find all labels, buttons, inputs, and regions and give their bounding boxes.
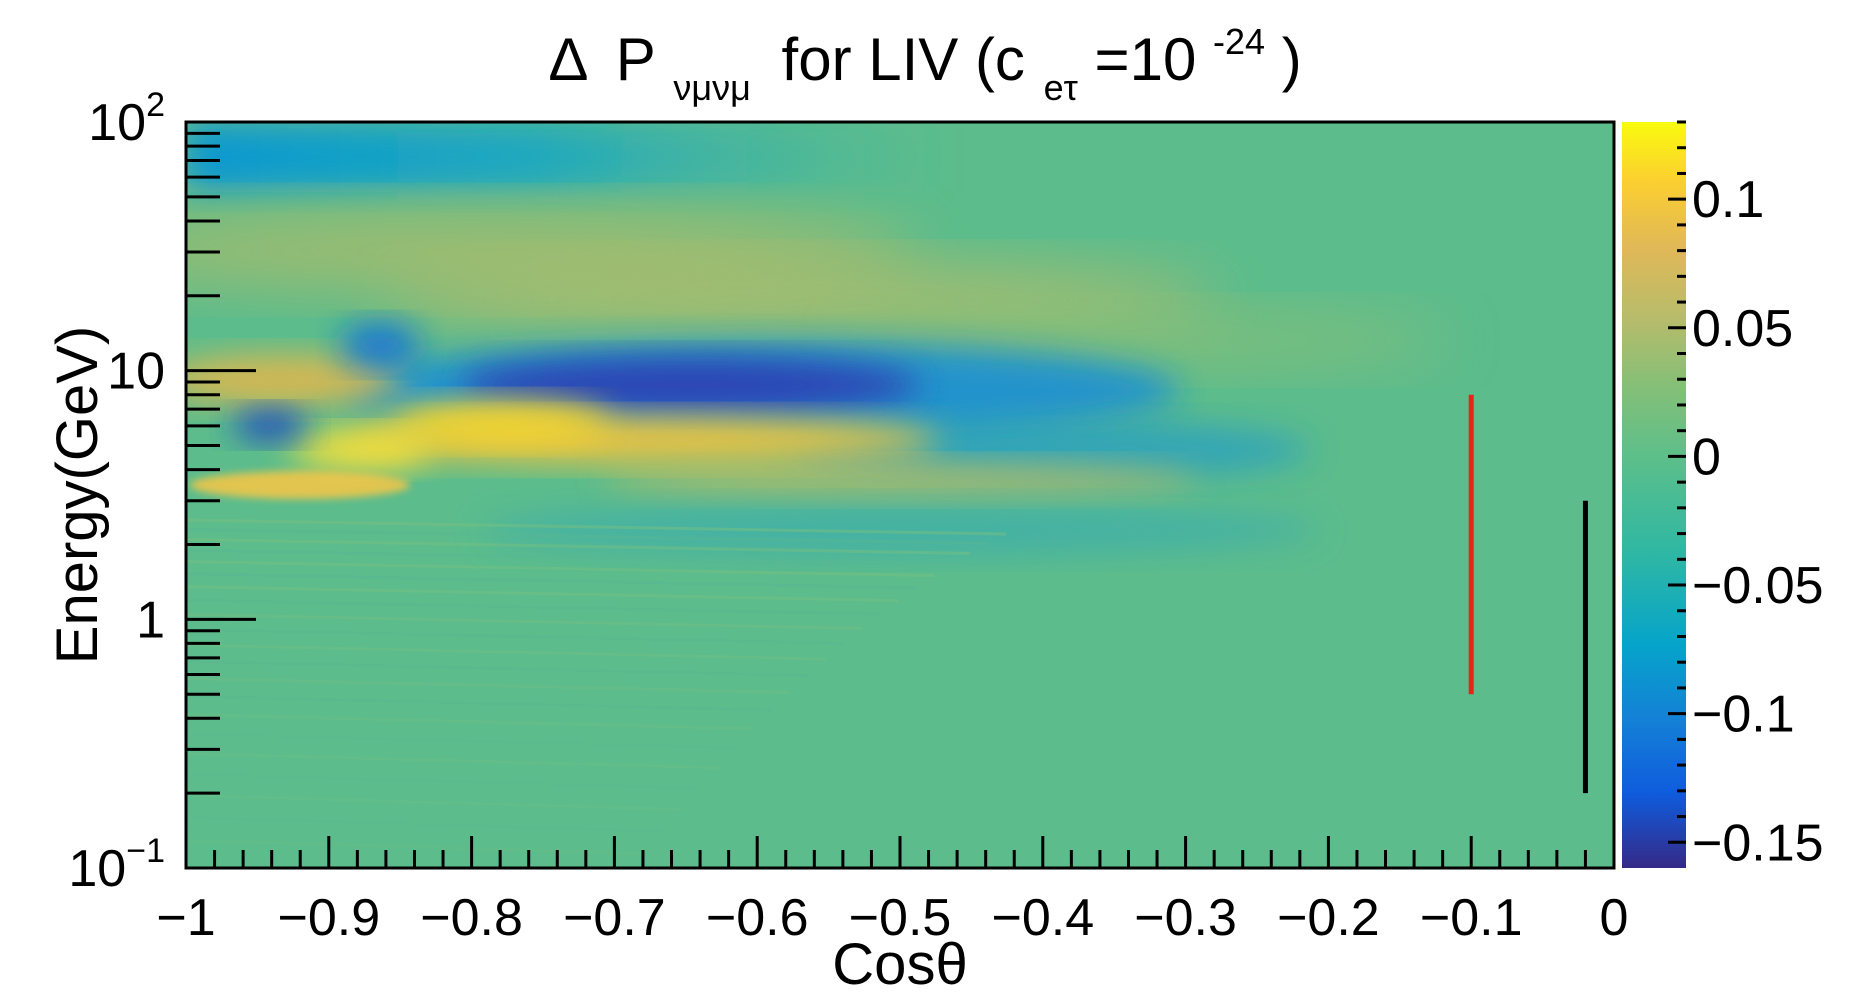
x-tick-label: −0.1 (1420, 889, 1523, 947)
oscillation-stripe (186, 527, 989, 545)
oscillation-stripes (186, 518, 1007, 856)
y-tick-base: 10 (88, 94, 146, 152)
colorbar-tick-label: 0.05 (1692, 300, 1793, 358)
oscillation-stripe (186, 752, 719, 770)
colorbar-tick-label: 0.1 (1692, 171, 1764, 229)
x-tick-label: −0.7 (563, 889, 666, 947)
y-tick-label: 10−1 (68, 832, 165, 898)
colorbar-ticks (1668, 120, 1686, 844)
oscillation-stripe (186, 612, 863, 630)
y-axis-title: Energy(GeV) (45, 326, 110, 664)
y-tick-label: 10 (107, 343, 165, 401)
title-for-liv: for LIV (c (782, 26, 1025, 93)
oscillation-stripe (186, 772, 701, 790)
title-exponent: -24 (1213, 21, 1265, 62)
y-tick-exponent: 2 (146, 86, 165, 124)
title-c-subscript: eτ (1044, 67, 1078, 108)
marker-lines (1468, 394, 1588, 794)
colorbar-tick-label: −0.15 (1692, 814, 1824, 872)
y-axis-ticks (186, 120, 256, 870)
y-tick-exponent: −1 (126, 832, 165, 870)
y-tick-base: 10 (107, 343, 165, 401)
y-tick-label: 1 (136, 591, 165, 649)
oscillation-stripe (186, 548, 953, 566)
oscillation-stripe (186, 815, 665, 833)
oscillation-stripe (186, 598, 881, 616)
x-tick-label: −0.2 (1277, 889, 1380, 947)
x-tick-label: −0.5 (849, 889, 952, 947)
colorbar (1622, 122, 1686, 868)
x-axis-ticks (184, 836, 1616, 868)
oscillation-stripe (186, 643, 827, 661)
title-delta: Δ (548, 26, 587, 93)
x-tick-label: −0.8 (420, 889, 523, 947)
oscillation-stripe (186, 793, 683, 811)
colorbar-tick-labels: 0.1 0.05 0 −0.05 −0.1 −0.15 (1692, 171, 1824, 872)
x-tick-label: −1 (156, 889, 215, 947)
y-tick-label: 102 (88, 86, 165, 152)
oscillation-stripe (186, 732, 737, 750)
oscillation-stripe (186, 676, 791, 694)
x-tick-label: 0 (1600, 889, 1629, 947)
oscillation-stripe (186, 627, 845, 645)
oscillation-stripe (186, 585, 899, 603)
oscillation-stripe (186, 518, 1007, 536)
x-tick-label: −0.4 (991, 889, 1094, 947)
x-axis-tick-labels: −1 −0.9 −0.8 −0.7 −0.6 −0.5 −0.4 −0.3 −0.2 −0.1 0 (156, 889, 1628, 947)
colorbar-tick-label: −0.05 (1692, 557, 1824, 615)
x-axis-title: Cosθ (832, 932, 967, 996)
title-p: P (616, 26, 655, 93)
y-tick-base: 10 (68, 840, 126, 898)
chart-title: Δ P νμνμ for LIV (c eτ =10 -24 ) (548, 0, 1301, 113)
x-tick-label: −0.6 (706, 889, 809, 947)
oscillation-stripe (186, 537, 971, 555)
x-tick-label: −0.3 (1134, 889, 1237, 947)
oscillation-stripe (186, 659, 809, 677)
title-equals-ten: =10 (1095, 26, 1197, 93)
oscillation-stripe (186, 694, 773, 712)
oscillation-stripe (186, 572, 917, 590)
title-p-subscript: νμνμ (673, 67, 750, 108)
colorbar-tick-label: −0.1 (1692, 686, 1795, 744)
x-tick-label: −0.9 (277, 889, 380, 947)
colorbar-tick-label: 0 (1692, 428, 1721, 486)
title-close-paren: ) (1282, 26, 1302, 93)
y-tick-base: 1 (136, 591, 165, 649)
oscillation-stripe (186, 560, 935, 578)
oscillation-stripe (186, 838, 647, 856)
oscillation-stripe (186, 713, 755, 731)
heatmap-field (186, 122, 1450, 856)
